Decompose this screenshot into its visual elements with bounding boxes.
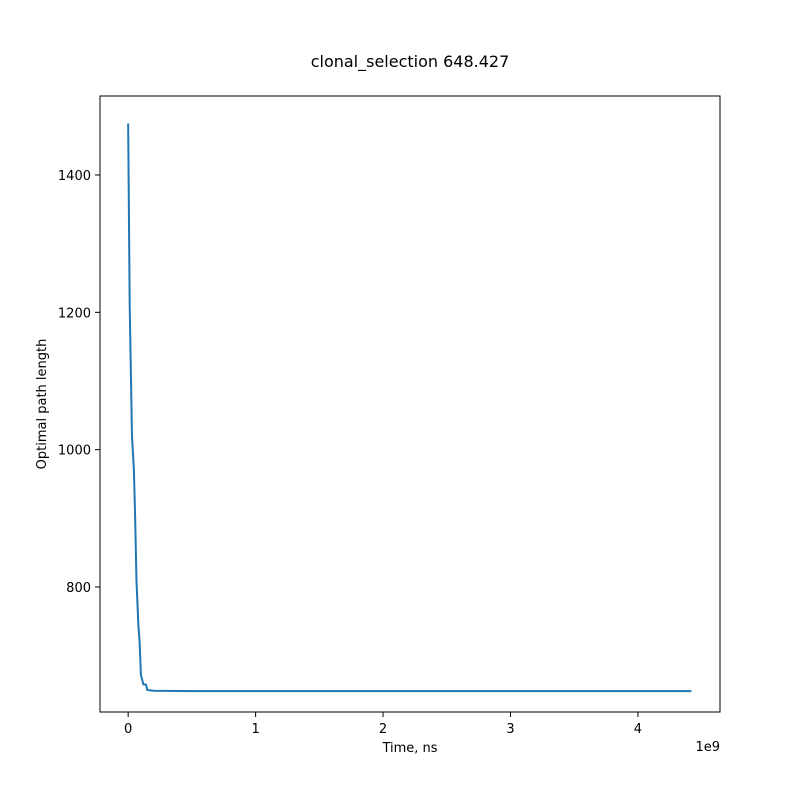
x-tick-label: 4 bbox=[634, 722, 642, 737]
y-axis-ticks: 800 1000 1200 1400 bbox=[58, 169, 100, 596]
x-tick-label: 2 bbox=[379, 722, 387, 737]
plot-frame bbox=[99, 95, 721, 713]
x-axis-label: Time, ns bbox=[381, 741, 437, 756]
y-tick-label: 1400 bbox=[58, 169, 91, 184]
series-layer bbox=[127, 123, 692, 693]
y-tick-label: 800 bbox=[66, 581, 91, 596]
x-axis-offset-label: 1e9 bbox=[695, 740, 720, 755]
series-line-0 bbox=[127, 123, 692, 693]
x-tick-label: 0 bbox=[124, 722, 132, 737]
x-tick-label: 1 bbox=[251, 722, 259, 737]
chart-title: clonal_selection 648.427 bbox=[311, 52, 510, 72]
x-tick-label: 3 bbox=[506, 722, 514, 737]
x-axis-ticks: 0 1 2 3 4 bbox=[124, 712, 642, 737]
y-tick-label: 1200 bbox=[58, 306, 91, 321]
y-axis-label: Optimal path length bbox=[35, 339, 50, 470]
y-tick-label: 1000 bbox=[58, 444, 91, 459]
